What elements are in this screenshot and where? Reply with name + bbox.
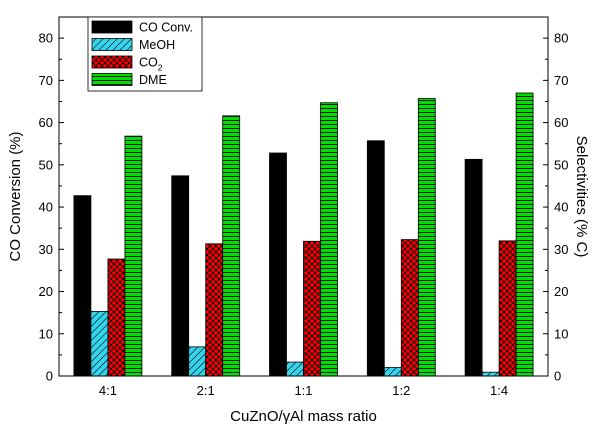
y-tick-label-right: 30 [554,242,568,257]
bar-meoh-1 [188,346,207,377]
bar-co-conv--1 [171,175,190,377]
y-tick-label-left: 10 [39,326,53,341]
x-tick-label: 4:1 [99,383,117,398]
y-tick-label-left: 60 [39,115,53,130]
bar-dme-4 [515,92,534,377]
bar-co-2 [303,240,321,377]
y-tick-label-right: 80 [554,31,568,46]
bar-co-0 [107,258,126,377]
legend-label-co: CO2 [139,56,163,73]
y-tick-label-right: 10 [554,326,568,341]
bar-dme-2 [320,102,338,377]
bar-co-conv--4 [464,158,483,377]
x-axis-title: CuZnO/γAl mass ratio [230,408,377,425]
bar-dme-0 [124,135,143,377]
y-tick-label-right: 0 [554,369,561,384]
y-tick-label-left: 0 [46,369,53,384]
y-tick-label-right: 60 [554,115,568,130]
bar-meoh-2 [286,361,304,377]
y-tick-label-left: 50 [39,157,53,172]
bar-dme-1 [222,115,241,377]
legend-swatch-dme [91,73,133,86]
x-tick-label: 1:2 [392,383,410,398]
bar-co-conv--0 [73,195,92,377]
legend-swatch-meoh [91,38,133,51]
y-tick-label-left: 80 [39,31,53,46]
bars-layer [73,92,534,377]
bar-co-conv--2 [269,152,287,377]
bar-meoh-4 [481,371,500,377]
bar-co-4 [498,240,517,377]
legend-swatch-co-conv- [91,20,133,34]
x-tick-label: 2:1 [197,383,215,398]
axes-layer: 0 0 10 10 20 20 30 30 40 40 50 50 60 60 70 70 80 80 4:1 2:1… [39,16,568,398]
y-tick-label-left: 70 [39,73,53,88]
bar-meoh-0 [90,310,109,377]
y-tick-label-left: 30 [39,242,53,257]
bar-co-3 [400,239,419,377]
legend-label-co-conv-: CO Conv. [139,21,193,35]
legend-label-dme: DME [139,73,167,87]
y-tick-label-left: 20 [39,284,53,299]
y-axis-title-right: Selectivities (% C) [573,136,590,258]
x-tick-label: 1:1 [294,383,312,398]
bar-co-conv--3 [366,140,385,377]
y-tick-label-right: 20 [554,284,568,299]
legend-label-subscript: 2 [158,63,163,73]
legend-label-meoh: MeOH [139,38,175,52]
legend-swatch-co [91,55,133,69]
bar-meoh-3 [383,367,402,377]
y-axis-title-left: CO Conversion (%) [7,131,24,261]
y-tick-label-left: 40 [39,200,53,215]
bar-co-1 [205,243,224,377]
x-tick-label: 1:4 [490,383,508,398]
y-tick-label-right: 40 [554,200,568,215]
y-tick-label-right: 50 [554,157,568,172]
y-tick-label-right: 70 [554,73,568,88]
bar-dme-3 [417,98,436,377]
